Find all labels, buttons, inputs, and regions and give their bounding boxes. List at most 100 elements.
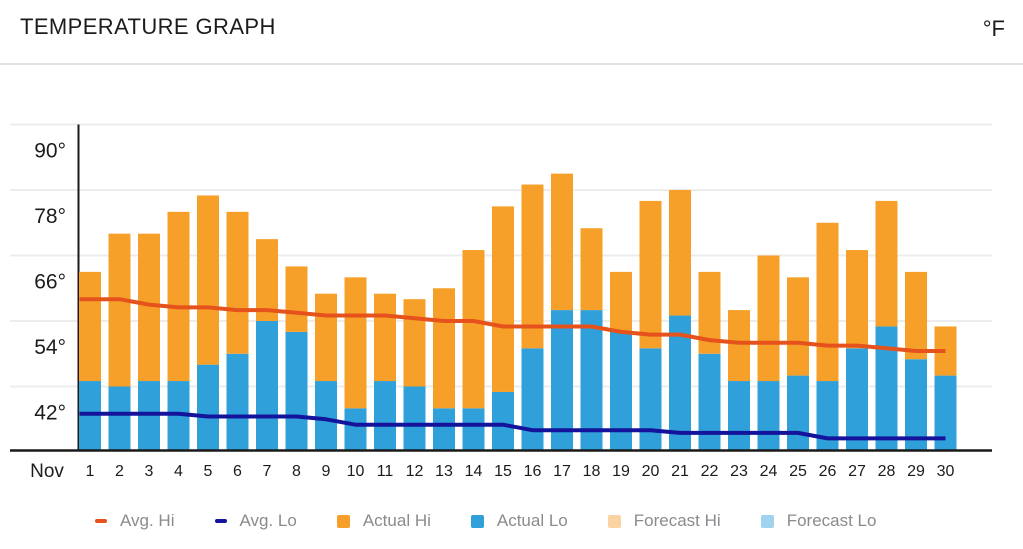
- actual-lo-bar-day-17[interactable]: [551, 310, 573, 451]
- legend-item-forecast-lo[interactable]: Forecast Lo: [760, 511, 876, 531]
- x-tick-label-21: 21: [671, 463, 689, 480]
- actual-lo-bar-day-6[interactable]: [226, 353, 249, 451]
- x-tick-label-4: 4: [174, 463, 183, 480]
- actual-lo-bar-day-29[interactable]: [905, 359, 927, 451]
- actual-lo-bar-day-9[interactable]: [315, 381, 337, 451]
- actual-hi-bar-day-3[interactable]: [138, 233, 160, 382]
- actual-hi-bar-day-8[interactable]: [285, 266, 308, 332]
- actual-hi-bar-day-18[interactable]: [580, 228, 603, 311]
- actual-hi-bar-day-2[interactable]: [108, 233, 131, 387]
- y-tick-label-78: 78°: [34, 205, 66, 228]
- actual-lo-bar-day-20[interactable]: [639, 348, 662, 451]
- actual-lo-bar-day-19[interactable]: [610, 331, 632, 451]
- actual-lo-bar-day-10[interactable]: [344, 408, 367, 451]
- x-tick-label-17: 17: [553, 463, 571, 480]
- x-tick-label-30: 30: [937, 463, 955, 480]
- actual-hi-bar-day-1[interactable]: [79, 271, 101, 382]
- x-tick-label-26: 26: [819, 463, 837, 480]
- x-tick-label-20: 20: [642, 463, 660, 480]
- actual-hi-bar-day-21[interactable]: [669, 190, 691, 316]
- actual-lo-bar-day-25[interactable]: [787, 375, 809, 451]
- actual-hi-bar-day-13[interactable]: [433, 288, 455, 409]
- actual-hi-bar-day-7[interactable]: [256, 239, 278, 321]
- legend-label-forecast-hi: Forecast Hi: [633, 511, 721, 530]
- actual-hi-bar-day-10[interactable]: [344, 277, 367, 409]
- actual-hi-bar-day-5[interactable]: [197, 195, 219, 365]
- y-tick-label-42: 42°: [34, 402, 66, 425]
- x-tick-label-27: 27: [848, 463, 866, 480]
- x-tick-label-16: 16: [524, 463, 542, 480]
- actual-lo-bar-day-16[interactable]: [521, 348, 544, 451]
- actual-lo-bar-day-12[interactable]: [403, 386, 426, 451]
- legend-item-forecast-hi[interactable]: Forecast Hi: [607, 511, 721, 531]
- legend-label-avg-hi: Avg. Hi: [120, 511, 175, 530]
- chart-legend: Avg. Hi Avg. Lo Actual Hi Actual Lo Forecast…: [95, 511, 876, 531]
- actual-lo-bar-day-15[interactable]: [492, 391, 514, 451]
- actual-lo-bar-day-14[interactable]: [462, 408, 485, 451]
- page-title: TEMPERATURE GRAPH: [20, 14, 276, 39]
- actual-lo-bar-day-5[interactable]: [197, 364, 219, 451]
- legend-item-avg-hi[interactable]: Avg. Hi: [95, 511, 175, 531]
- y-tick-label-90: 90°: [34, 140, 66, 163]
- actual-hi-bar-day-22[interactable]: [698, 271, 721, 354]
- actual-lo-bar-day-8[interactable]: [285, 331, 308, 451]
- actual-lo-bar-day-24[interactable]: [757, 381, 780, 451]
- actual-hi-bar-day-24[interactable]: [757, 255, 780, 382]
- actual-hi-bar-day-6[interactable]: [226, 211, 249, 354]
- legend-label-avg-lo: Avg. Lo: [239, 511, 297, 530]
- legend-swatch-avg-hi: [95, 519, 107, 523]
- legend-swatch-forecast-lo: [760, 514, 774, 528]
- legend-label-actual-hi: Actual Hi: [362, 511, 431, 530]
- legend-swatch-forecast-hi: [607, 514, 621, 528]
- actual-lo-bar-day-27[interactable]: [846, 348, 868, 451]
- avg-lo-line: [79, 411, 946, 441]
- actual-lo-bar-day-23[interactable]: [728, 381, 750, 451]
- x-tick-label-1: 1: [86, 463, 95, 480]
- x-tick-label-7: 7: [263, 463, 272, 480]
- actual-hi-bar-day-29[interactable]: [905, 271, 927, 360]
- legend-swatch-avg-lo: [214, 519, 227, 523]
- actual-hi-bar-day-9[interactable]: [315, 293, 337, 382]
- legend-swatch-actual-lo: [470, 514, 484, 528]
- avg-hi-line: [79, 297, 946, 353]
- actual-hi-bar-day-14[interactable]: [462, 250, 485, 409]
- actual-hi-bar-day-15[interactable]: [492, 206, 514, 392]
- actual-hi-bar-day-23[interactable]: [728, 310, 750, 382]
- actual-lo-bar-day-22[interactable]: [698, 353, 721, 451]
- actual-lo-bar-day-28[interactable]: [875, 326, 898, 451]
- actual-hi-bar-day-19[interactable]: [610, 271, 632, 332]
- x-tick-label-11: 11: [377, 463, 394, 480]
- y-tick-label-54: 54°: [34, 336, 66, 359]
- actual-lo-bar-day-30[interactable]: [934, 375, 957, 451]
- x-tick-label-9: 9: [322, 463, 331, 480]
- actual-hi-bar-day-20[interactable]: [639, 200, 662, 349]
- actual-hi-bar-day-12[interactable]: [403, 299, 426, 387]
- legend-item-actual-hi[interactable]: Actual Hi: [336, 511, 431, 531]
- actual-hi-bar-day-4[interactable]: [167, 211, 190, 382]
- actual-lo-bar-day-7[interactable]: [256, 321, 278, 451]
- x-tick-label-25: 25: [789, 463, 807, 480]
- actual-lo-bar-day-26[interactable]: [816, 381, 839, 451]
- actual-lo-bar-day-11[interactable]: [374, 381, 396, 451]
- actual-lo-bar-day-21[interactable]: [669, 315, 691, 451]
- legend-item-actual-lo[interactable]: Actual Lo: [470, 511, 568, 531]
- actual-lo-bar-day-18[interactable]: [580, 310, 603, 451]
- actual-hi-bar-day-26[interactable]: [816, 222, 839, 382]
- actual-lo-bar-day-2[interactable]: [108, 386, 131, 451]
- actual-hi-bar-day-25[interactable]: [787, 277, 809, 376]
- actual-hi-bar-day-11[interactable]: [374, 293, 396, 382]
- actual-hi-bar-day-28[interactable]: [875, 200, 898, 327]
- x-tick-label-12: 12: [406, 463, 424, 480]
- legend-item-avg-lo[interactable]: Avg. Lo: [214, 511, 297, 531]
- actual-hi-bar-day-16[interactable]: [521, 184, 544, 349]
- header-divider: [0, 63, 1023, 65]
- x-tick-label-6: 6: [233, 463, 242, 480]
- actual-hi-bar-day-17[interactable]: [551, 173, 573, 311]
- actual-hi-bar-day-27[interactable]: [846, 250, 868, 349]
- x-tick-label-23: 23: [730, 463, 748, 480]
- x-tick-label-22: 22: [701, 463, 719, 480]
- x-tick-label-28: 28: [878, 463, 896, 480]
- actual-lo-bar-day-13[interactable]: [433, 408, 455, 451]
- x-tick-label-10: 10: [347, 463, 365, 480]
